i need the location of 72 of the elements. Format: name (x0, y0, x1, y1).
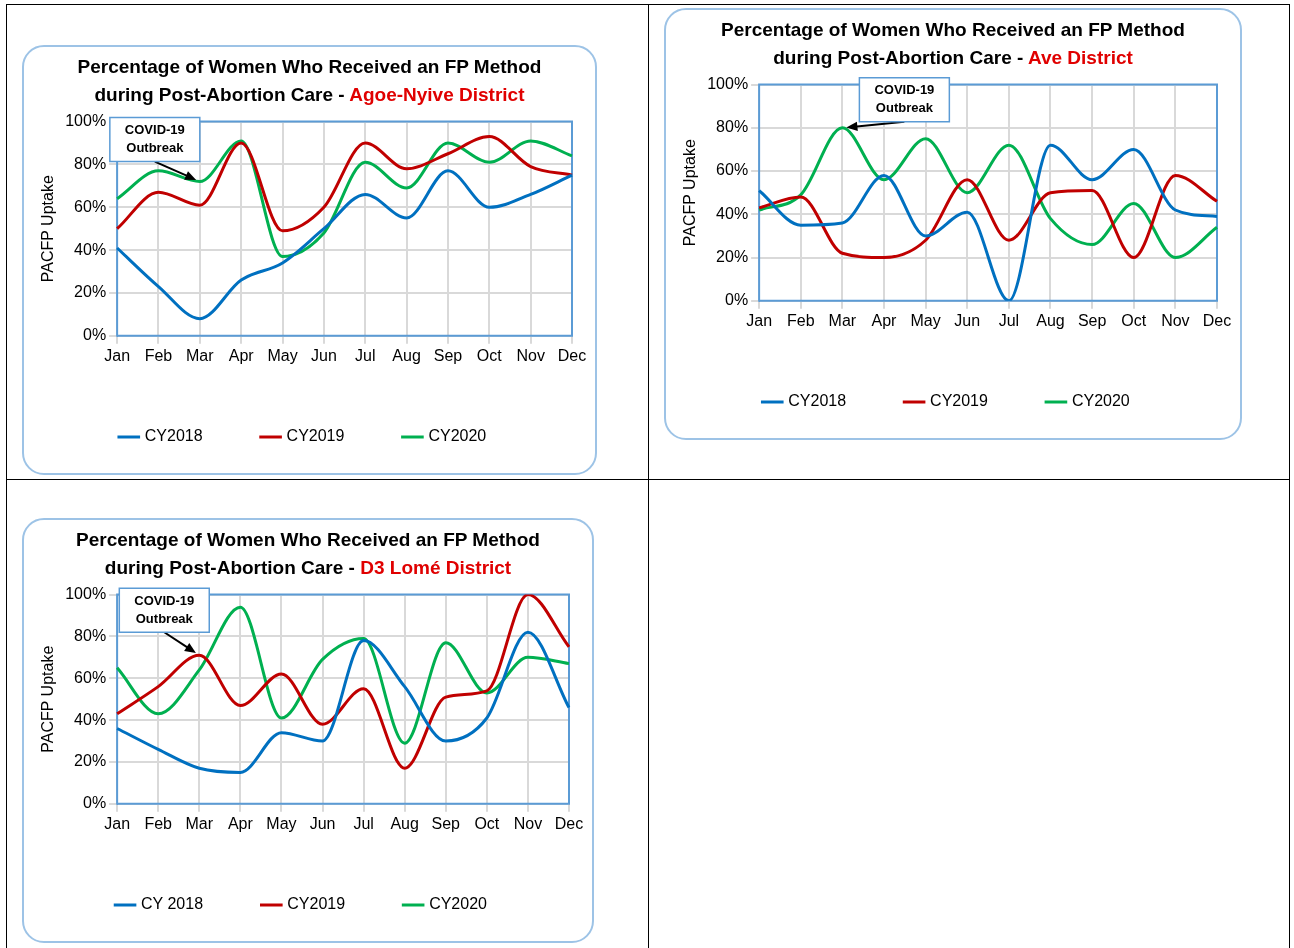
y-tick-label: 0% (83, 794, 107, 812)
x-tick-label: Jul (998, 311, 1020, 329)
chart-title: Percentage of Women Who Received an FP Method during Post-Abortion Care - Ave District (721, 19, 1185, 68)
y-tick-label: 40% (74, 710, 107, 728)
y-axis-title: PACFP Uptake (39, 175, 57, 283)
chart-title: Percentage of Women Who Received an FP Method during Post-Abortion Care - D3 Lomé District (76, 529, 540, 578)
y-tick-label: 0% (725, 291, 749, 309)
x-tick-label: Mar (185, 814, 214, 832)
x-tick-label: Aug (390, 814, 419, 832)
x-tick-label: Dec (557, 346, 587, 364)
x-tick-label: Apr (228, 346, 255, 364)
legend-label: CY2019 (930, 392, 989, 410)
x-tick-label: Jun (309, 814, 336, 832)
y-axis-title: PACFP Uptake (681, 139, 699, 247)
x-tick-label: Aug (1036, 311, 1065, 329)
x-tick-label: Mar (828, 311, 857, 329)
x-tick-label: Feb (786, 311, 815, 329)
legend-label: CY2019 (286, 427, 345, 445)
legend-label: CY 2018 (141, 895, 204, 913)
y-tick-label: 80% (716, 118, 749, 136)
chart-title: Percentage of Women Who Received an FP Method during Post-Abortion Care - Agoe-Nyive District (77, 56, 542, 105)
y-tick-label: 80% (74, 626, 107, 644)
legend-label: CY2020 (429, 895, 488, 913)
x-tick-label: Jan (746, 311, 773, 329)
x-tick-label: May (266, 814, 297, 832)
x-tick-label: Nov (513, 814, 543, 832)
x-tick-label: Jan (104, 814, 131, 832)
legend-label: CY2020 (1071, 392, 1130, 410)
y-tick-label: 60% (716, 161, 749, 179)
x-tick-label: Nov (516, 346, 545, 364)
y-tick-label: 20% (74, 283, 107, 301)
y-tick-label: 80% (74, 154, 107, 172)
y-tick-label: 60% (74, 668, 107, 686)
x-tick-label: Jan (104, 346, 131, 364)
x-tick-label: Oct (476, 346, 503, 364)
annotation: COVID-19 Outbreak (124, 122, 185, 156)
x-tick-label: Sep (431, 814, 461, 832)
y-tick-label: 60% (74, 197, 107, 215)
x-tick-label: Apr (871, 311, 898, 329)
x-tick-label: Oct (474, 814, 500, 832)
x-tick-label: Feb (144, 346, 173, 364)
annotation: COVID-19 Outbreak (134, 592, 195, 626)
x-tick-label: Jun (954, 311, 981, 329)
legend-label: CY2020 (428, 427, 487, 445)
x-tick-label: May (910, 311, 941, 329)
x-tick-label: Jun (310, 346, 337, 364)
y-tick-label: 100% (65, 112, 107, 130)
x-tick-label: Jul (353, 814, 374, 832)
x-tick-label: May (267, 346, 298, 364)
x-tick-label: Dec (1202, 311, 1232, 329)
y-axis-title: PACFP Uptake (39, 645, 57, 753)
x-tick-label: Apr (227, 814, 254, 832)
x-tick-label: Aug (392, 346, 421, 364)
x-tick-label: Feb (144, 814, 173, 832)
y-tick-label: 20% (74, 752, 107, 770)
x-tick-label: Dec (554, 814, 584, 832)
annotation: COVID-19 Outbreak (874, 82, 935, 116)
y-tick-label: 100% (65, 585, 107, 603)
legend-label: CY2018 (144, 427, 203, 445)
y-tick-label: 20% (716, 247, 749, 265)
x-tick-label: Sep (433, 346, 463, 364)
legend-label: CY2018 (788, 392, 847, 410)
x-tick-label: Sep (1077, 311, 1107, 329)
y-tick-label: 40% (74, 240, 107, 258)
y-tick-label: 40% (716, 204, 749, 222)
x-tick-label: Oct (1121, 311, 1147, 329)
x-tick-label: Nov (1161, 311, 1190, 329)
x-tick-label: Jul (355, 346, 376, 364)
y-tick-label: 0% (83, 326, 107, 344)
x-tick-label: Mar (186, 346, 215, 364)
y-tick-label: 100% (707, 75, 749, 93)
legend-label: CY2019 (287, 895, 346, 913)
